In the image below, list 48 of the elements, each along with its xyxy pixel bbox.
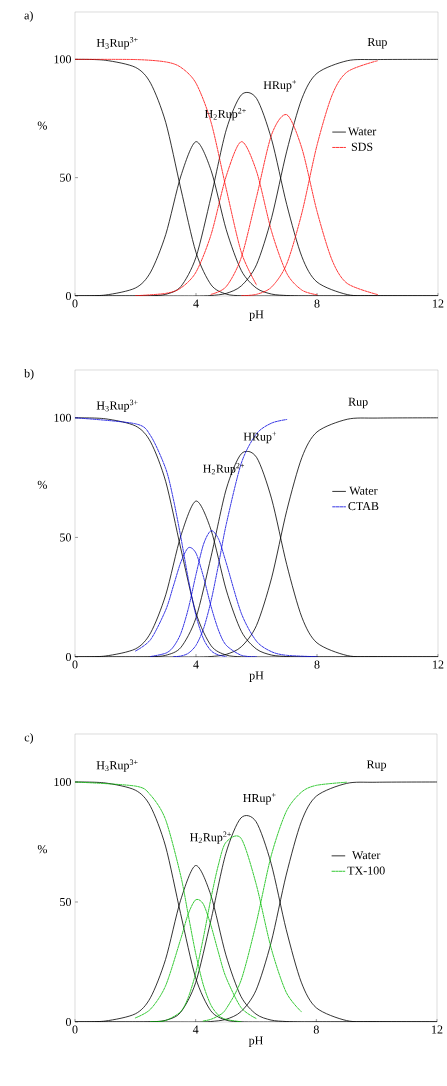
legend-label: SDS xyxy=(351,142,373,151)
legend-label: Water xyxy=(349,486,378,495)
chart-title: b) xyxy=(24,368,34,380)
annotation: H$_{3}$Rup$^{3+}$ xyxy=(96,37,138,50)
y-tick-label: 100 xyxy=(54,55,71,64)
annotation: HRup$^{+}$ xyxy=(243,793,276,805)
y-axis-title: % xyxy=(37,121,47,130)
annotation: Rup xyxy=(367,38,387,49)
x-tick-label: 8 xyxy=(313,1025,319,1034)
x-tick-label: 8 xyxy=(314,299,320,308)
y-tick-label: 0 xyxy=(65,1017,71,1027)
y-tick-label: 50 xyxy=(60,533,71,542)
x-tick-label: 0 xyxy=(72,1025,78,1034)
x-axis-title: pH xyxy=(248,1036,263,1047)
annotation: H$_{2}$Rup$^{2+}$ xyxy=(204,108,246,121)
x-tick-label: 12 xyxy=(433,299,444,308)
chart-title: c) xyxy=(24,732,34,744)
annotation: H$_{2}$Rup$^{2+}$ xyxy=(190,831,231,844)
x-tick-label: 0 xyxy=(72,299,78,308)
y-tick-label: 0 xyxy=(65,652,71,662)
annotation: H$_{3}$Rup$^{3+}$ xyxy=(96,759,138,772)
x-axis-title: pH xyxy=(249,310,264,321)
chart-title: a) xyxy=(24,10,33,22)
y-tick-label: 50 xyxy=(60,173,71,182)
legend-label: TX-100 xyxy=(347,866,385,875)
annotation: Rup xyxy=(348,397,368,409)
legend-label: Water xyxy=(347,127,377,136)
annotation: H$_{2}$Rup$^{2+}$ xyxy=(203,462,245,476)
x-tick-label: 4 xyxy=(193,660,199,669)
annotation: HRup$^{+}$ xyxy=(263,80,297,92)
annotation: H$_{3}$Rup$^{3+}$ xyxy=(96,399,138,412)
y-tick-label: 100 xyxy=(54,413,71,422)
x-tick-label: 4 xyxy=(192,1025,199,1034)
y-tick-label: 100 xyxy=(54,777,71,787)
y-axis-title: % xyxy=(37,480,47,489)
x-tick-label: 4 xyxy=(193,299,199,308)
x-tick-label: 8 xyxy=(314,660,320,669)
annotation: Rup xyxy=(366,760,387,771)
annotation: HRup$^{+}$ xyxy=(243,431,277,444)
y-tick-label: 0 xyxy=(65,291,71,301)
x-tick-label: 12 xyxy=(432,1025,443,1034)
x-tick-label: 12 xyxy=(433,660,444,669)
y-tick-label: 50 xyxy=(60,897,71,907)
legend-label: Water xyxy=(352,851,381,860)
y-axis-title: % xyxy=(37,845,48,854)
x-tick-label: 0 xyxy=(72,660,78,669)
legend-label: CTAB xyxy=(348,502,379,511)
x-axis-title: pH xyxy=(249,671,264,682)
